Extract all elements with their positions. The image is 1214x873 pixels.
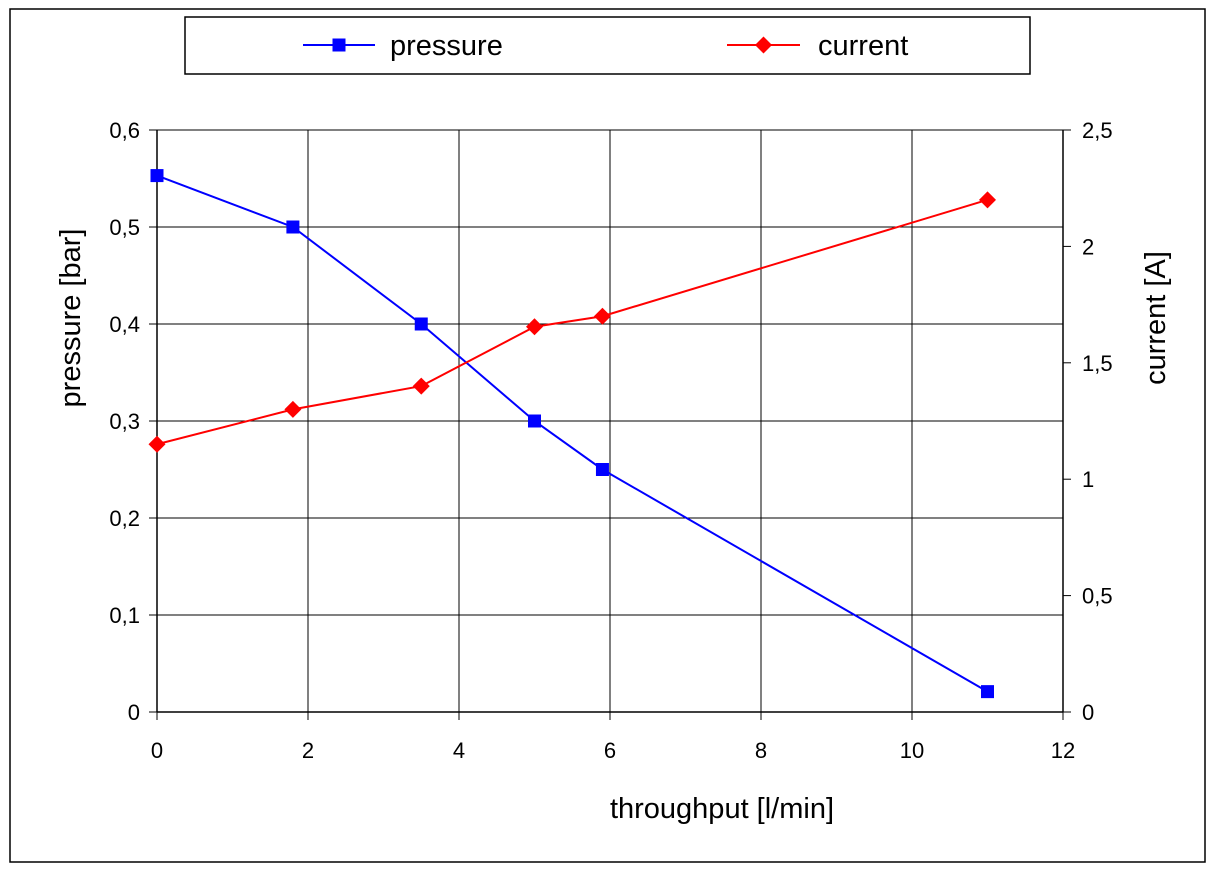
y2-tick-label: 2: [1082, 234, 1094, 259]
current-point: [284, 400, 302, 418]
y2-tick-label: 0: [1082, 700, 1094, 725]
series-layer: [148, 169, 996, 699]
x-tick-label: 8: [755, 738, 767, 763]
pressure-point: [981, 685, 994, 699]
current-point: [979, 191, 996, 209]
x-tick-label: 10: [900, 738, 924, 763]
y2-axis-title: current [A]: [1140, 251, 1172, 385]
legend-swatch-marker: [332, 38, 346, 52]
legend-label: pressure: [390, 30, 503, 62]
x-axis-title: throughput [l/min]: [610, 793, 834, 825]
y2-tick-label: 0,5: [1082, 584, 1113, 609]
current-point: [412, 377, 430, 395]
x-tick-label: 0: [151, 738, 163, 763]
current-point: [148, 435, 166, 453]
pressure-point: [150, 169, 164, 183]
y2-tick-label: 1: [1082, 467, 1094, 492]
current-point: [526, 318, 543, 336]
axes: 0 2 4 6 8 10 12 0 0,1 0,2 0,3 0,4 0,5 0,6 0 0,5 1 1,5 2 2,5: [109, 118, 1112, 763]
legend: pressure current: [184, 16, 1031, 75]
y-tick-label: 0,5: [109, 215, 140, 240]
x-tick-label: 6: [604, 738, 616, 763]
x-tick-label: 4: [453, 738, 465, 763]
x-tick-label: 2: [302, 738, 314, 763]
pressure-line: [156, 174, 988, 693]
current-line: [156, 198, 988, 446]
y-tick-label: 0,1: [109, 603, 140, 628]
y-tick-label: 0,2: [109, 506, 140, 531]
y2-tick-label: 1,5: [1082, 351, 1113, 376]
legend-label: current: [818, 30, 908, 62]
y-tick-label: 0: [128, 700, 140, 725]
legend-swatch-marker: [755, 36, 772, 54]
y-tick-label: 0,3: [109, 409, 140, 434]
pressure-point: [528, 414, 541, 428]
y-tick-label: 0,6: [109, 118, 140, 143]
y2-tick-label: 2,5: [1082, 118, 1113, 143]
y-axis-title: pressure [bar]: [55, 229, 87, 408]
x-tick-label: 12: [1051, 738, 1075, 763]
pressure-point: [414, 317, 428, 331]
current-point: [593, 307, 611, 325]
pressure-point: [595, 463, 609, 476]
y-tick-label: 0,4: [109, 312, 140, 337]
pressure-point: [286, 220, 300, 234]
